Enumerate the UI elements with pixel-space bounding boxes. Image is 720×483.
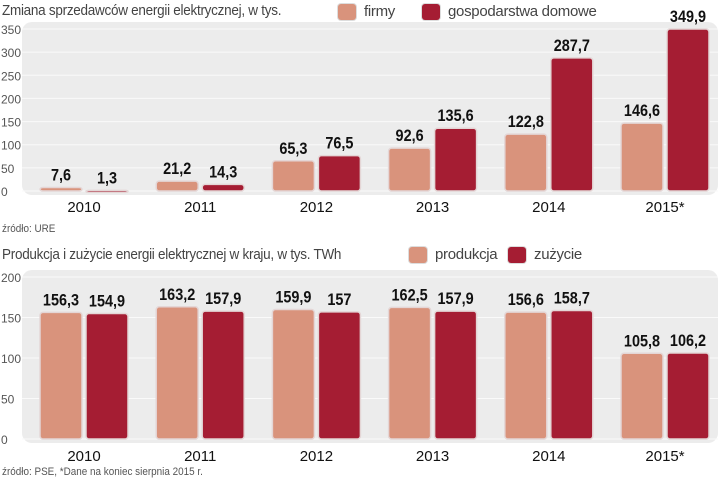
plot-panel (22, 22, 718, 195)
data-label: 1,3 (97, 169, 117, 187)
y-tick-label: 250 (1, 69, 21, 83)
legend-produkcja: produkcja (409, 246, 498, 263)
data-label: 156,6 (508, 291, 544, 309)
x-tick-label: 2015* (645, 448, 684, 465)
y-tick-label: 0 (1, 433, 8, 447)
bar-gospodarstwa-domowe (433, 127, 478, 192)
legend-swatch (409, 246, 427, 263)
bar-firmy (39, 186, 83, 192)
y-tick-label: 100 (1, 139, 21, 153)
x-tick-label: 2012 (300, 448, 333, 465)
data-label: 349,9 (670, 8, 706, 26)
bar-gospodarstwa-domowe (85, 189, 129, 194)
legend-swatch (422, 3, 440, 20)
data-label: 157,9 (438, 290, 474, 308)
bar-zużycie (433, 310, 478, 440)
legend-label: produkcja (435, 246, 498, 263)
data-label: 159,9 (275, 288, 311, 306)
bar-gospodarstwa-domowe (201, 183, 245, 192)
x-tick-label: 2011 (184, 448, 216, 465)
bar-firmy (504, 133, 548, 192)
data-label: 135,6 (438, 107, 474, 125)
data-label: 65,3 (279, 140, 307, 158)
y-tick-label: 150 (1, 116, 21, 130)
data-label: 157,9 (205, 290, 241, 308)
legend-swatch (508, 246, 526, 263)
y-tick-label: 50 (1, 162, 15, 176)
data-label: 146,6 (624, 102, 660, 120)
bar-zużycie (201, 310, 245, 440)
data-label: 14,3 (209, 163, 237, 181)
bar-firmy (620, 122, 664, 192)
bar-produkcja (620, 352, 664, 440)
data-label: 7,6 (51, 166, 71, 184)
data-label: 157 (327, 291, 351, 309)
y-tick-label: 100 (1, 352, 21, 366)
bar-firmy (387, 147, 432, 192)
data-label: 163,2 (159, 286, 195, 304)
bar-zużycie (85, 312, 129, 440)
y-tick-label: 200 (1, 92, 21, 106)
bar-gospodarstwa-domowe (666, 28, 710, 192)
bar-firmy (155, 180, 199, 192)
y-tick-label: 300 (1, 46, 21, 60)
data-label: 162,5 (392, 286, 428, 304)
legend-firmy: firmy (338, 3, 395, 20)
data-label: 105,8 (624, 332, 660, 350)
data-label: 122,8 (508, 113, 544, 131)
x-tick-label: 2013 (416, 199, 449, 216)
y-tick-label: 50 (1, 393, 15, 407)
legend-label: firmy (364, 3, 395, 20)
legend-zuzycie: zużycie (508, 246, 582, 263)
bar-zużycie (550, 309, 594, 440)
bar-produkcja (39, 311, 83, 440)
legend-gospodarstwa: gospodarstwa domowe (422, 3, 597, 20)
bar-gospodarstwa-domowe (550, 57, 594, 192)
data-label: 158,7 (554, 289, 590, 307)
y-tick-label: 0 (1, 185, 8, 199)
y-tick-label: 200 (1, 271, 21, 285)
legend-swatch (338, 3, 356, 20)
y-tick-label: 350 (1, 23, 21, 37)
legend-label: zużycie (534, 246, 582, 263)
chart2-source: źródło: PSE, *Dane na koniec sierpnia 20… (2, 466, 203, 478)
data-label: 154,9 (89, 293, 125, 311)
x-tick-label: 2012 (300, 199, 333, 216)
bar-zużycie (666, 352, 710, 440)
bar-produkcja (387, 306, 432, 440)
data-label: 92,6 (396, 127, 424, 145)
x-tick-label: 2014 (532, 448, 565, 465)
bar-produkcja (504, 311, 548, 440)
x-tick-label: 2010 (67, 199, 100, 216)
x-tick-label: 2010 (67, 448, 100, 465)
chart1-source: źródło: URE (2, 223, 56, 235)
data-label: 21,2 (163, 160, 191, 178)
x-tick-label: 2015* (645, 199, 684, 216)
chart2-title: Produkcja i zużycie energii elektrycznej… (2, 246, 342, 263)
bar-zużycie (317, 311, 362, 440)
bar-produkcja (155, 306, 199, 440)
data-label: 156,3 (43, 291, 79, 309)
x-tick-label: 2014 (532, 199, 565, 216)
chart1-title: Zmiana sprzedawców energii elektrycznej,… (2, 2, 282, 19)
bar-gospodarstwa-domowe (317, 154, 362, 192)
bar-produkcja (271, 308, 316, 440)
y-tick-label: 150 (1, 312, 21, 326)
data-label: 106,2 (670, 332, 706, 350)
legend-label: gospodarstwa domowe (448, 3, 597, 20)
data-label: 287,7 (554, 37, 590, 55)
x-tick-label: 2013 (416, 448, 449, 465)
data-label: 76,5 (325, 135, 353, 153)
bar-firmy (271, 160, 316, 192)
x-tick-label: 2011 (184, 199, 216, 216)
